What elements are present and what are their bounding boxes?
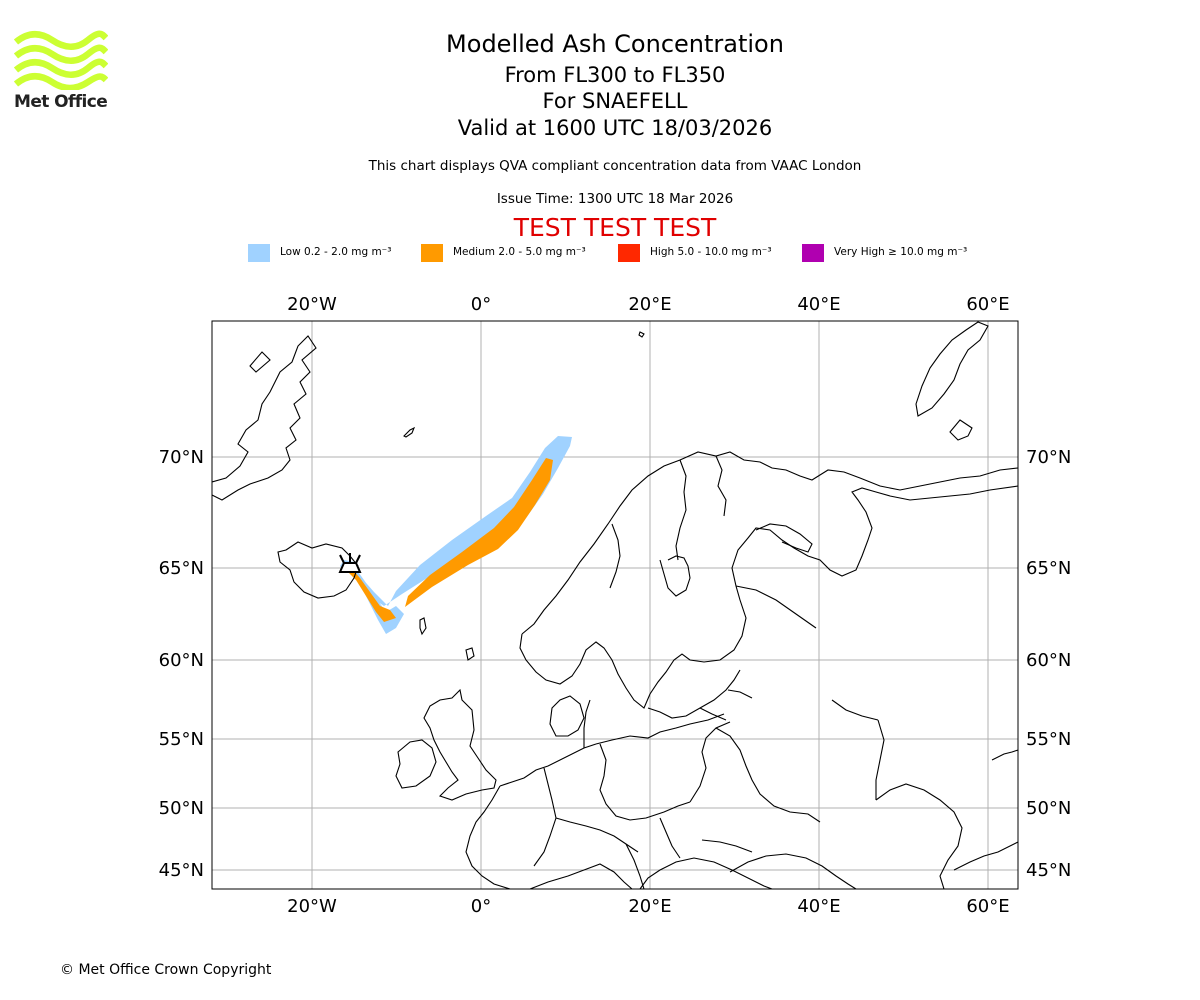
lon-label-top-40e: 40°E: [797, 294, 840, 315]
lat-label-right-50n: 50°N: [1026, 798, 1071, 819]
lat-label-left-50n: 50°N: [159, 798, 204, 819]
legend-swatch-low: [248, 244, 270, 262]
coastlines: [212, 321, 1018, 889]
lat-label-right-45n: 45°N: [1026, 860, 1071, 881]
lon-label-bottom-0: 0°: [471, 896, 491, 917]
lat-label-left-70n: 70°N: [159, 447, 204, 468]
test-banner: TEST TEST TEST: [513, 213, 717, 242]
lon-label-top-60e: 60°E: [966, 294, 1009, 315]
lon-label-bottom-40e: 40°E: [797, 896, 840, 917]
copyright-notice: © Met Office Crown Copyright: [60, 962, 272, 978]
legend-label-high: High 5.0 - 10.0 mg m⁻³: [650, 246, 772, 258]
ash-plume-low: [340, 436, 572, 606]
lon-label-top-0: 0°: [471, 294, 491, 315]
lat-label-right-60n: 60°N: [1026, 650, 1071, 671]
lat-label-left-65n: 65°N: [159, 558, 204, 579]
legend-swatch-high: [618, 244, 640, 262]
logo-text: Met Office: [14, 92, 108, 112]
lon-label-bottom-20w: 20°W: [287, 896, 337, 917]
lat-label-left-60n: 60°N: [159, 650, 204, 671]
legend-label-very-high: Very High ≥ 10.0 mg m⁻³: [834, 246, 968, 258]
legend-label-medium: Medium 2.0 - 5.0 mg m⁻³: [453, 246, 586, 258]
chart-title: Modelled Ash Concentration: [446, 30, 784, 58]
volcano-name-title: For SNAEFELL: [542, 89, 688, 113]
issue-time: Issue Time: 1300 UTC 18 Mar 2026: [496, 191, 734, 207]
flight-level-range: From FL300 to FL350: [504, 63, 726, 87]
lon-label-top-20w: 20°W: [287, 294, 337, 315]
map-frame: [211, 320, 1019, 890]
lon-label-bottom-20e: 20°E: [628, 896, 671, 917]
legend-swatch-medium: [421, 244, 443, 262]
lat-label-left-45n: 45°N: [159, 860, 204, 881]
lat-label-right-55n: 55°N: [1026, 729, 1071, 750]
lat-label-left-55n: 55°N: [159, 729, 204, 750]
graticule: [212, 321, 1018, 889]
met-office-waves-icon: [13, 30, 109, 92]
valid-time: Valid at 1600 UTC 18/03/2026: [457, 116, 773, 140]
lat-label-right-70n: 70°N: [1026, 447, 1071, 468]
lat-label-right-65n: 65°N: [1026, 558, 1071, 579]
met-office-logo: Met Office: [13, 30, 109, 112]
legend-swatch-very-high: [802, 244, 824, 262]
legend-label-low: Low 0.2 - 2.0 mg m⁻³: [280, 246, 392, 258]
ash-plume-medium: [405, 458, 553, 607]
ash-plume-medium-tail: [349, 570, 396, 622]
lon-label-bottom-60e: 60°E: [966, 896, 1009, 917]
qva-compliance-note: This chart displays QVA compliant concen…: [368, 158, 862, 174]
lon-label-top-20e: 20°E: [628, 294, 671, 315]
volcano-marker: [338, 553, 362, 573]
